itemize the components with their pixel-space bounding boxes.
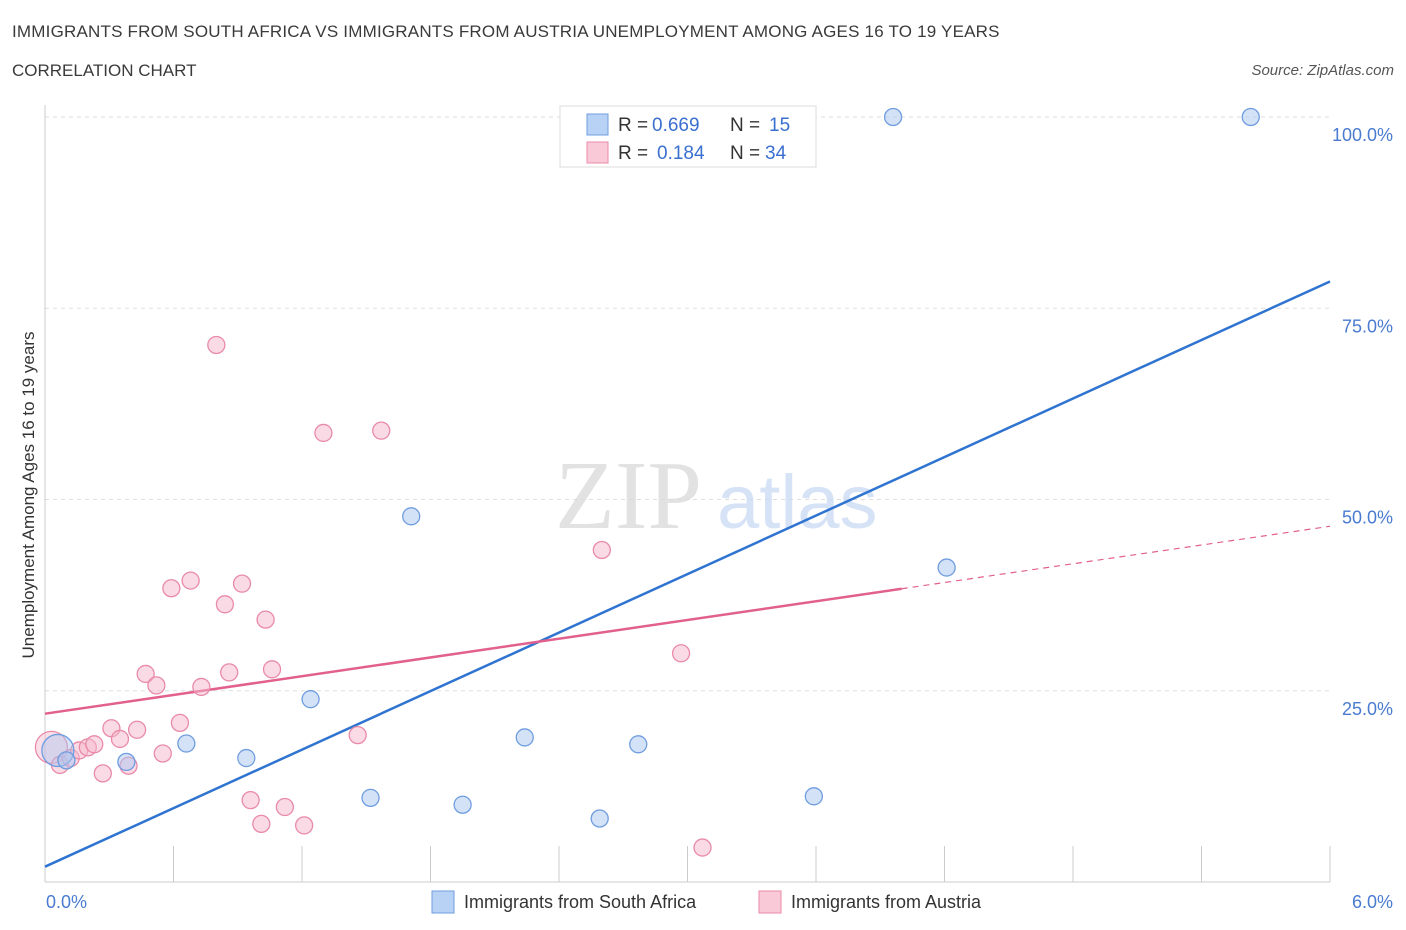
y-axis-label: Unemployment Among Ages 16 to 19 years: [19, 332, 38, 659]
austria-point-30: [372, 421, 391, 440]
south-africa-point-1: [57, 751, 76, 770]
y-tick-label-3: 100.0%: [1332, 125, 1393, 145]
south-africa-point-3: [177, 734, 196, 753]
watermark-zip: ZIP: [555, 442, 702, 550]
legend-r-label-2: R =: [618, 143, 648, 164]
austria-point-8: [110, 729, 130, 749]
series-legend-swatch-blue: [431, 890, 455, 914]
axes: [44, 105, 1331, 883]
series-legend-label-pink: Immigrants from Austria: [791, 892, 982, 912]
austria-point-26: [275, 797, 295, 817]
south-africa-point-4: [237, 748, 256, 768]
trend-line-austria: [44, 587, 902, 715]
austria-point-23: [252, 814, 271, 834]
austria-point-12: [147, 676, 166, 695]
austria-point-14: [162, 579, 181, 598]
south-africa-point-14: [937, 558, 956, 577]
x-tick-label-max: 6.0%: [1352, 892, 1393, 912]
austria-point-24: [256, 610, 275, 629]
trend-line-south-africa: [44, 280, 1331, 868]
south-africa-point-2: [117, 752, 136, 772]
austria-point-15: [170, 713, 190, 733]
y-tick-label-1: 50.0%: [1342, 508, 1393, 528]
watermark-atlas: atlas: [717, 460, 878, 545]
austria-point-19: [215, 595, 235, 614]
trend-lines: [44, 280, 1331, 868]
chart-title: IMMIGRANTS FROM SOUTH AFRICA VS IMMIGRAN…: [12, 22, 1000, 41]
south-africa-point-15: [1241, 107, 1260, 127]
austria-point-6: [93, 764, 112, 783]
austria-point-5: [85, 735, 104, 754]
south-africa-point-5: [301, 690, 320, 709]
south-africa-point-13: [883, 107, 903, 127]
legend-n-label-1: N =: [730, 115, 760, 136]
y-tick-label-0: 25.0%: [1342, 699, 1393, 719]
chart-subtitle: CORRELATION CHART: [12, 61, 197, 80]
austria-point-25: [262, 660, 282, 679]
austria-point-22: [241, 790, 260, 810]
austria-point-32: [671, 644, 691, 663]
south-africa-point-7: [402, 507, 421, 526]
south-africa-point-9: [515, 728, 534, 747]
legend-n-value-2: 34: [765, 143, 787, 164]
source-credit: Source: ZipAtlas.com: [1251, 62, 1394, 79]
legend-n-label-2: N =: [730, 143, 760, 164]
austria-point-31: [592, 540, 611, 560]
austria-point-16: [181, 571, 200, 590]
austria-point-13: [153, 744, 172, 763]
austria-point-18: [207, 335, 226, 355]
austria-point-27: [294, 816, 314, 835]
legend-swatch-pink: [586, 141, 609, 164]
series-legend: Immigrants from South Africa Immigrants …: [431, 890, 982, 914]
south-africa-point-12: [804, 787, 824, 806]
south-africa-points: [41, 107, 1260, 828]
austria-point-29: [348, 725, 367, 745]
austria-point-11: [136, 664, 155, 684]
series-legend-swatch-pink: [758, 890, 782, 914]
x-tick-label-min: 0.0%: [46, 892, 87, 912]
trend-line-austria-extension: [901, 525, 1331, 590]
south-africa-point-6: [361, 788, 380, 807]
y-tick-label-2: 75.0%: [1342, 316, 1393, 336]
stats-legend: R = 0.669 N = 15 R = 0.184 N = 34: [559, 105, 817, 168]
legend-n-value-1: 15: [769, 115, 790, 136]
austria-point-20: [220, 663, 239, 682]
austria-points: [34, 335, 712, 857]
tick-labels: 25.0% 50.0% 75.0% 100.0% 0.0% 6.0%: [46, 125, 1393, 912]
legend-r-value-2: 0.184: [657, 143, 705, 164]
austria-point-17: [192, 677, 211, 697]
south-africa-point-10: [590, 809, 609, 828]
south-africa-point-11: [629, 735, 648, 754]
austria-point-33: [693, 838, 712, 857]
austria-point-10: [127, 720, 147, 739]
legend-r-label-1: R =: [618, 115, 648, 136]
austria-point-21: [232, 574, 252, 593]
grid-lines: [45, 116, 1330, 692]
legend-swatch-blue: [586, 113, 609, 136]
watermark: ZIP atlas: [555, 442, 878, 550]
legend-r-value-1: 0.669: [652, 115, 700, 136]
south-africa-point-8: [453, 795, 472, 814]
series-legend-label-blue: Immigrants from South Africa: [464, 892, 697, 912]
austria-point-28: [314, 423, 333, 443]
